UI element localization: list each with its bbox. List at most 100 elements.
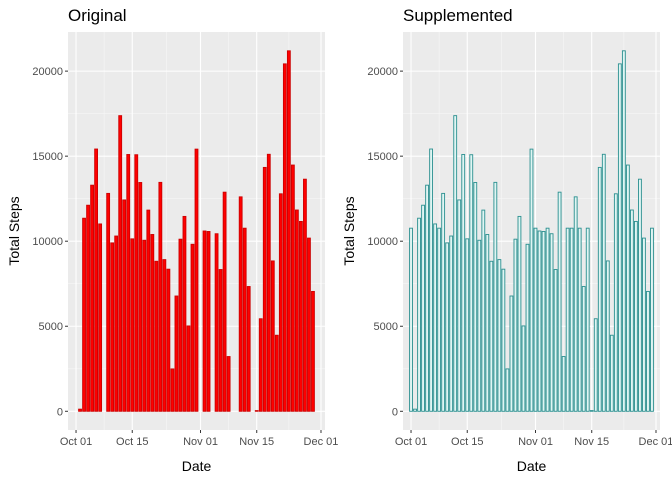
supplemented-y-tick-label: 0 xyxy=(392,406,398,418)
original-y-axis: 0 5000 10000 15000 20000 xyxy=(32,66,68,418)
original-x-tick-label: Nov 15 xyxy=(239,436,274,448)
supplemented-bar xyxy=(597,166,602,412)
supplemented-bar xyxy=(557,191,562,412)
original-x-axis-title: Date xyxy=(182,458,212,474)
original-bar xyxy=(294,209,299,412)
original-bar xyxy=(146,209,151,412)
supplemented-bar xyxy=(638,178,642,412)
supplemented-y-tick-label: 5000 xyxy=(374,321,398,333)
supplemented-bar xyxy=(581,286,586,412)
original-bar xyxy=(206,231,211,412)
supplemented-bar xyxy=(533,227,538,412)
original-x-tick-label: Oct 01 xyxy=(60,436,92,448)
original-bar xyxy=(158,181,163,412)
original-bar xyxy=(278,193,283,412)
original-bar xyxy=(238,196,243,412)
original-bar xyxy=(186,325,191,412)
original-y-tick-label: 15000 xyxy=(32,151,63,163)
original-plot-area xyxy=(68,32,325,430)
original-bar xyxy=(94,148,99,412)
supplemented-bar xyxy=(497,259,502,412)
original-bar xyxy=(286,50,291,412)
supplemented-bar xyxy=(541,231,546,412)
original-bar xyxy=(270,260,275,412)
original-bar xyxy=(190,243,195,412)
original-bar xyxy=(154,260,159,412)
original-bar xyxy=(254,410,259,412)
supplemented-bar xyxy=(517,215,522,412)
supplemented-bar xyxy=(634,220,638,412)
supplemented-bar xyxy=(445,242,450,412)
original-bar xyxy=(307,237,311,412)
supplemented-bar xyxy=(469,154,474,412)
supplemented-bar xyxy=(545,227,550,412)
original-bar xyxy=(299,220,303,412)
supplemented-bar xyxy=(529,148,534,412)
original-bar xyxy=(274,334,279,412)
supplemented-bar xyxy=(565,227,570,412)
original-bar xyxy=(226,356,231,412)
supplemented-bar xyxy=(417,217,421,412)
supplemented-x-tick-label: Nov 01 xyxy=(518,436,553,448)
original-bar xyxy=(122,199,127,412)
original-y-axis-title: Total Steps xyxy=(6,196,22,265)
supplemented-bar xyxy=(429,148,434,412)
original-bar xyxy=(246,286,251,412)
original-x-tick-label: Oct 15 xyxy=(116,436,148,448)
supplemented-x-tick-label: Nov 15 xyxy=(574,436,609,448)
original-bar xyxy=(311,290,315,412)
original-bar xyxy=(114,235,119,412)
original-bar xyxy=(194,148,199,412)
supplemented-bar xyxy=(646,290,650,412)
original-bar xyxy=(106,192,111,412)
supplemented-bar xyxy=(481,209,486,412)
original-y-tick-label: 5000 xyxy=(39,321,63,333)
supplemented-bar xyxy=(437,227,442,412)
supplemented-bar xyxy=(537,230,542,412)
supplemented-y-axis-title: Total Steps xyxy=(341,196,357,265)
supplemented-bar xyxy=(453,115,458,412)
supplemented-bar xyxy=(505,368,510,412)
supplemented-y-tick-label: 10000 xyxy=(367,236,398,248)
original-y-tick-label: 0 xyxy=(57,406,63,418)
original-bar xyxy=(242,227,247,412)
supplemented-bar xyxy=(425,184,429,412)
supplemented-bar xyxy=(593,318,598,412)
supplemented-bar xyxy=(589,410,594,412)
supplemented-y-tick-label: 15000 xyxy=(367,151,398,163)
supplemented-bar xyxy=(489,260,494,412)
supplemented-bar xyxy=(621,50,626,412)
supplemented-x-axis-title: Date xyxy=(517,458,547,474)
supplemented-x-tick-label: Oct 15 xyxy=(451,436,483,448)
supplemented-plot-area xyxy=(403,32,660,430)
original-bar xyxy=(110,242,115,412)
original-bar xyxy=(138,182,143,412)
supplemented-bar xyxy=(625,164,630,412)
supplemented-bar xyxy=(553,269,558,412)
supplemented-bar xyxy=(613,193,618,412)
original-bar xyxy=(290,164,295,412)
supplemented-bar xyxy=(561,356,566,412)
original-chart-title: Original xyxy=(68,6,127,25)
original-bar xyxy=(178,238,183,412)
original-bar xyxy=(142,239,147,412)
original-bar xyxy=(86,204,90,412)
original-bar xyxy=(162,259,167,412)
supplemented-bar xyxy=(585,227,590,412)
original-bar xyxy=(182,215,187,412)
original-bar xyxy=(282,63,287,412)
supplemented-y-axis: 0 5000 10000 15000 20000 xyxy=(367,66,403,418)
supplemented-bar xyxy=(473,182,478,412)
original-bar xyxy=(262,166,267,412)
supplemented-chart: Supplemented 0 5000 10000 15000 20000 Oct 01… xyxy=(341,6,672,474)
original-bar xyxy=(222,191,227,412)
supplemented-bar xyxy=(485,234,490,412)
original-y-tick-label: 10000 xyxy=(32,236,63,248)
supplemented-bar xyxy=(421,204,425,412)
original-bar xyxy=(174,295,179,412)
supplemented-bar xyxy=(605,260,610,412)
original-x-tick-label: Nov 01 xyxy=(183,436,218,448)
supplemented-bar xyxy=(609,334,614,412)
